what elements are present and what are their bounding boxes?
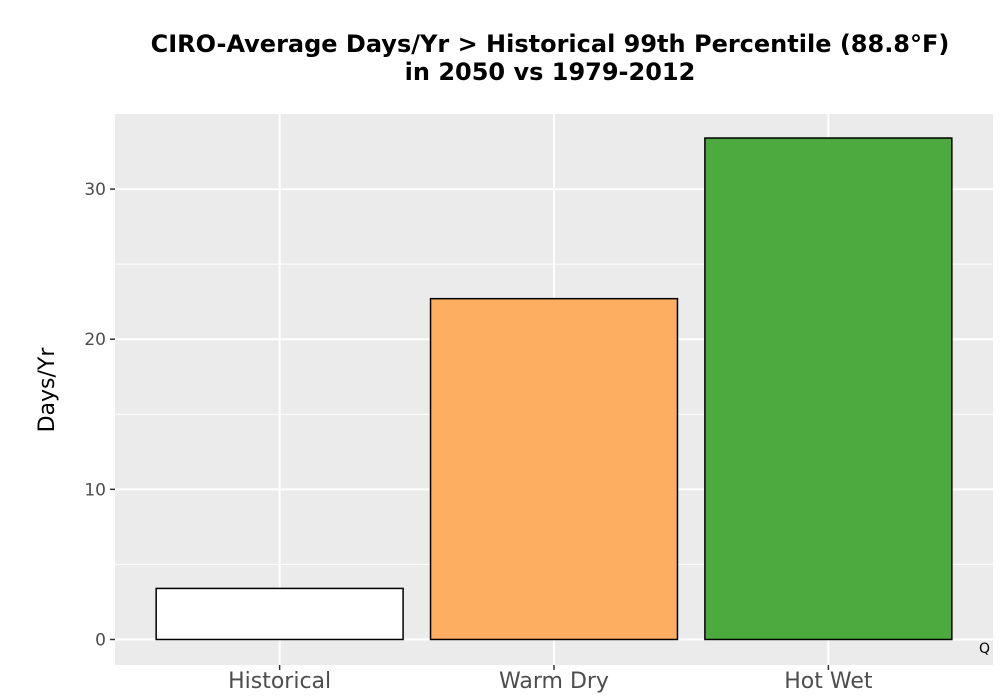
y-tick-label: 20 xyxy=(84,330,106,350)
x-tick-label: Hot Wet xyxy=(784,669,873,694)
bar-hot-wet xyxy=(704,137,953,641)
chart-title-line-1: CIRO-Average Days/Yr > Historical 99th P… xyxy=(150,30,950,58)
y-axis-label: Days/Yr xyxy=(35,347,60,433)
bar-warm-dry xyxy=(429,297,679,641)
corner-mark: Q xyxy=(979,641,990,657)
bar-historical xyxy=(155,587,404,641)
chart-title: CIRO-Average Days/Yr > Historical 99th P… xyxy=(100,30,1000,86)
x-tick-label: Historical xyxy=(228,669,331,694)
y-tick-label: 30 xyxy=(84,180,106,200)
x-tick-label: Warm Dry xyxy=(499,669,609,694)
x-axis: Historical Warm Dry Hot Wet xyxy=(228,665,873,694)
y-tick-label: 0 xyxy=(95,630,106,650)
y-axis: 0 10 20 30 xyxy=(84,180,115,650)
y-tick-label: 10 xyxy=(84,480,106,500)
bars xyxy=(155,137,953,641)
chart-title-line-2: in 2050 vs 1979-2012 xyxy=(404,58,696,86)
